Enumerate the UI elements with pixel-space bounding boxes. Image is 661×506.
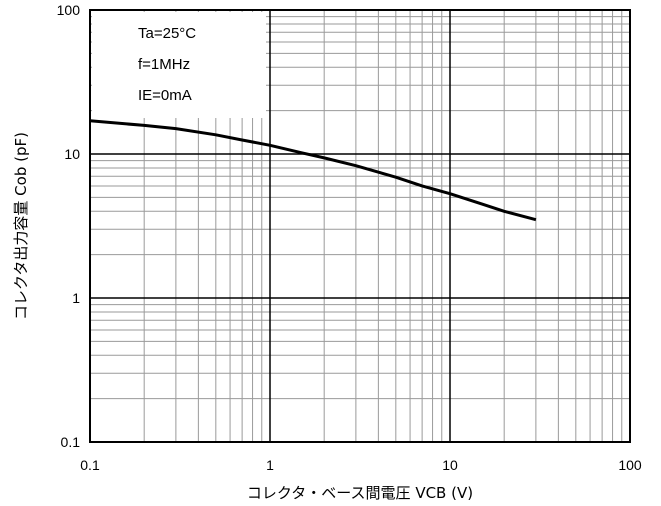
y-tick-label: 100 xyxy=(57,2,81,18)
x-tick-label: 0.1 xyxy=(80,457,100,473)
y-tick-label: 0.1 xyxy=(61,434,81,450)
annotation-frequency: f=1MHz xyxy=(138,56,190,73)
major-gridlines xyxy=(90,10,630,442)
plot-frame xyxy=(89,9,631,443)
series-group xyxy=(89,119,537,222)
y-tick-label: 10 xyxy=(64,146,80,162)
series-line-cob xyxy=(89,119,537,222)
y-tick-labels: 100 10 1 0.1 xyxy=(57,2,81,450)
x-tick-label: 1 xyxy=(266,457,274,473)
x-tick-labels: 0.1 1 10 100 xyxy=(80,457,642,473)
annotation-temperature: Ta=25°C xyxy=(138,25,196,42)
annotation-box: Ta=25°C f=1MHz IE=0mA xyxy=(92,12,266,118)
annotation-background xyxy=(92,12,266,118)
annotation-emitter-current: IE=0mA xyxy=(138,87,192,104)
x-axis-title: コレクタ・ベース間電圧 VCB (V) xyxy=(247,484,473,502)
x-tick-label: 100 xyxy=(618,457,642,473)
y-tick-label: 1 xyxy=(72,290,80,306)
y-axis-title: コレクタ出力容量 Cob (pF) xyxy=(12,132,30,320)
x-tick-label: 10 xyxy=(442,457,458,473)
